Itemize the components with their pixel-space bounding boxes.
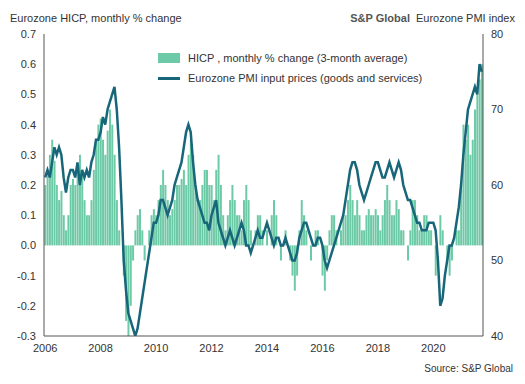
- svg-text:-0.3: -0.3: [17, 330, 36, 342]
- svg-text:2006: 2006: [33, 342, 57, 354]
- svg-text:2016: 2016: [310, 342, 334, 354]
- svg-text:2020: 2020: [421, 342, 445, 354]
- svg-text:-0.1: -0.1: [17, 270, 36, 282]
- html-text:Source: S&P Global: Source: S&P Global: [424, 363, 513, 374]
- svg-text:0.1: 0.1: [21, 209, 36, 221]
- svg-text:80: 80: [491, 28, 503, 40]
- svg-text:2018: 2018: [366, 342, 390, 354]
- svg-text:0.2: 0.2: [21, 179, 36, 191]
- html-text:S&P Global: S&P Global: [350, 12, 410, 24]
- svg-text:2014: 2014: [255, 342, 279, 354]
- svg-text:40: 40: [491, 330, 503, 342]
- svg-text:0.3: 0.3: [21, 149, 36, 161]
- svg-text:60: 60: [491, 179, 503, 191]
- svg-text:50: 50: [491, 254, 503, 266]
- svg-text:-0.2: -0.2: [17, 300, 36, 312]
- svg-text:0.6: 0.6: [21, 58, 36, 70]
- svg-text:2012: 2012: [199, 342, 223, 354]
- svg-text:2008: 2008: [88, 342, 112, 354]
- svg-text:2010: 2010: [144, 342, 168, 354]
- svg-text:0.7: 0.7: [21, 28, 36, 40]
- html-text:Eurozone PMI index: Eurozone PMI index: [415, 12, 515, 24]
- svg-text:0.0: 0.0: [21, 239, 36, 251]
- html-text:Eurozone HICP, monthly % chang: Eurozone HICP, monthly % change: [10, 12, 182, 24]
- html-text:Eurozone PMI input prices (goo: Eurozone PMI input prices (goods and ser…: [188, 72, 423, 84]
- svg-text:0.5: 0.5: [21, 88, 36, 100]
- svg-text:70: 70: [491, 103, 503, 115]
- svg-text:0.4: 0.4: [21, 119, 36, 131]
- html-text:HICP , monthly % change (3-mon: HICP , monthly % change (3-month average…: [188, 52, 408, 64]
